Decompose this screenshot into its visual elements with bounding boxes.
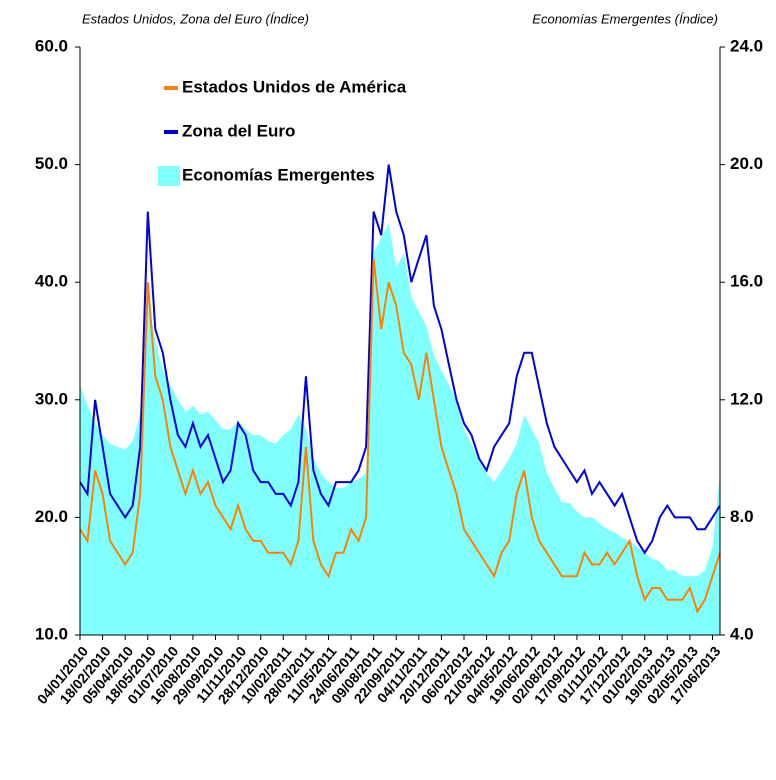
legend-label: Zona del Euro — [182, 121, 295, 140]
y2-tick-label: 16.0 — [730, 272, 763, 291]
y-tick-label: 10.0 — [35, 624, 68, 643]
y-tick-label: 40.0 — [35, 272, 68, 291]
y2-tick-label: 24.0 — [730, 36, 763, 55]
legend-swatch — [158, 166, 180, 186]
line — [79, 164, 721, 555]
y-axis-title: Estados Unidos, Zona del Euro (Índice) — [82, 11, 309, 26]
legend-label: Estados Unidos de América — [182, 77, 407, 96]
y-tick-label: 60.0 — [35, 36, 68, 55]
y2-tick-label: 20.0 — [730, 154, 763, 173]
area — [80, 223, 720, 635]
y2-tick-label: 8.0 — [730, 507, 754, 526]
y2-axis-title: Economías Emergentes (Índice) — [532, 11, 718, 26]
legend-label: Economías Emergentes — [182, 165, 375, 184]
y-tick-label: 30.0 — [35, 389, 68, 408]
y-tick-label: 50.0 — [35, 154, 68, 173]
line — [79, 258, 721, 614]
y2-tick-label: 4.0 — [730, 624, 754, 643]
y2-tick-label: 12.0 — [730, 389, 763, 408]
y-tick-label: 20.0 — [35, 507, 68, 526]
